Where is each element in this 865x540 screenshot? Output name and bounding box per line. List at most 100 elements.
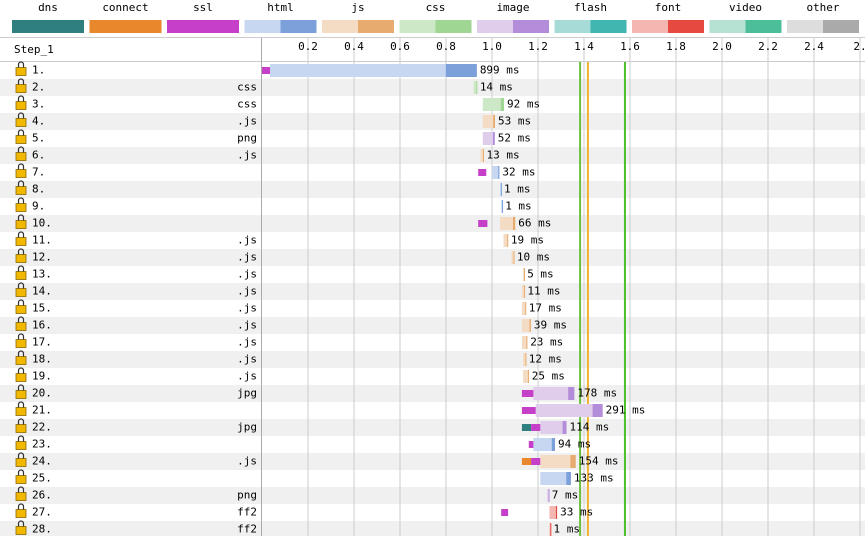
request-bar [540, 472, 571, 485]
duration-label: 1 ms [554, 523, 581, 536]
row-background [0, 453, 865, 470]
request-bar [549, 523, 551, 536]
request-bar-download [493, 115, 495, 128]
lock-icon-shackle [17, 129, 25, 136]
lock-icon-body [15, 152, 27, 161]
lock-icon-body [15, 271, 27, 280]
row-label: 23. [32, 438, 52, 451]
row-extension: .js [237, 353, 257, 366]
request-bar-download [592, 404, 603, 417]
request-bar-download [548, 489, 550, 502]
legend-label: connect [102, 1, 148, 14]
row-label: 11. [32, 234, 52, 247]
row-header: Step_1 [14, 43, 54, 56]
row-extension: .js [237, 285, 257, 298]
row-extension: ff2 [237, 506, 257, 519]
duration-label: 17 ms [529, 302, 562, 315]
request-bar [547, 489, 549, 502]
duration-label: 178 ms [577, 387, 617, 400]
connection-bar [262, 67, 271, 74]
duration-label: 7 ms [552, 489, 579, 502]
request-bar-download [483, 149, 485, 162]
connection-bar [528, 441, 534, 448]
lock-icon-body [15, 390, 27, 399]
row-label: 14. [32, 285, 52, 298]
legend-swatch [48, 20, 84, 33]
lock-icon-body [15, 441, 27, 450]
lock-icon-shackle [17, 180, 25, 187]
lock-icon-shackle [17, 316, 25, 323]
request-bar-download [500, 98, 504, 111]
lock-icon-shackle [17, 503, 25, 510]
lock-icon-body [15, 220, 27, 229]
row-extension: .js [237, 319, 257, 332]
x-tick-label: 0.2 [298, 40, 318, 53]
row-background [0, 181, 865, 198]
row-extension: css [237, 81, 257, 94]
request-bar [523, 268, 525, 281]
request-bar-download [551, 438, 556, 451]
lock-icon-body [15, 135, 27, 144]
lock-icon-shackle [17, 452, 25, 459]
lock-icon-shackle [17, 333, 25, 340]
lock-icon-shackle [17, 112, 25, 119]
duration-label: 33 ms [560, 506, 593, 519]
legend-swatch [590, 20, 627, 33]
legend-swatch [89, 20, 126, 33]
request-bar [540, 421, 567, 434]
row-label: 24. [32, 455, 52, 468]
request-bar-download [568, 387, 575, 400]
row-extension: .js [237, 370, 257, 383]
legend-swatch [435, 20, 472, 33]
lock-icon-shackle [17, 486, 25, 493]
legend-swatch [477, 20, 513, 33]
lock-icon-shackle [17, 78, 25, 85]
request-bar [480, 149, 484, 162]
legend-label: js [351, 1, 364, 14]
legend-swatch [12, 20, 48, 33]
duration-label: 39 ms [534, 319, 567, 332]
legend-label: html [267, 1, 294, 14]
row-background [0, 283, 865, 300]
connection-bar [531, 424, 541, 431]
duration-label: 154 ms [579, 455, 619, 468]
request-bar [500, 183, 502, 196]
lock-icon-body [15, 458, 27, 467]
legend-swatch [554, 20, 591, 33]
row-label: 4. [32, 115, 45, 128]
row-extension: .js [237, 115, 257, 128]
row-background [0, 147, 865, 164]
legend-swatch [167, 20, 203, 33]
legend-label: ssl [193, 1, 213, 14]
request-bar-download [498, 166, 500, 179]
request-bar [473, 81, 477, 94]
lock-icon-body [15, 339, 27, 348]
x-tick-label: 1.8 [666, 40, 686, 53]
legend-swatch [322, 20, 358, 33]
request-bar [523, 353, 526, 366]
row-label: 5. [32, 132, 45, 145]
request-bar [270, 64, 477, 77]
request-bar-download [512, 217, 516, 230]
row-extension: jpg [237, 421, 257, 434]
lock-icon-shackle [17, 214, 25, 221]
lock-icon-body [15, 118, 27, 127]
request-bar-download [476, 81, 478, 94]
lock-icon-shackle [17, 418, 25, 425]
row-label: 1. [32, 64, 45, 77]
row-label: 22. [32, 421, 52, 434]
lock-icon-body [15, 67, 27, 76]
legend-swatch [399, 20, 436, 33]
lock-icon-shackle [17, 61, 25, 68]
request-bar-download [524, 268, 526, 281]
legend-label: image [496, 1, 529, 14]
duration-label: 133 ms [574, 472, 614, 485]
row-label: 27. [32, 506, 52, 519]
row-background [0, 249, 865, 266]
lock-icon-shackle [17, 282, 25, 289]
row-background [0, 487, 865, 504]
row-extension: .js [237, 455, 257, 468]
request-bar-download [502, 200, 504, 213]
request-bar-download [527, 370, 529, 383]
connection-bar [478, 169, 487, 176]
